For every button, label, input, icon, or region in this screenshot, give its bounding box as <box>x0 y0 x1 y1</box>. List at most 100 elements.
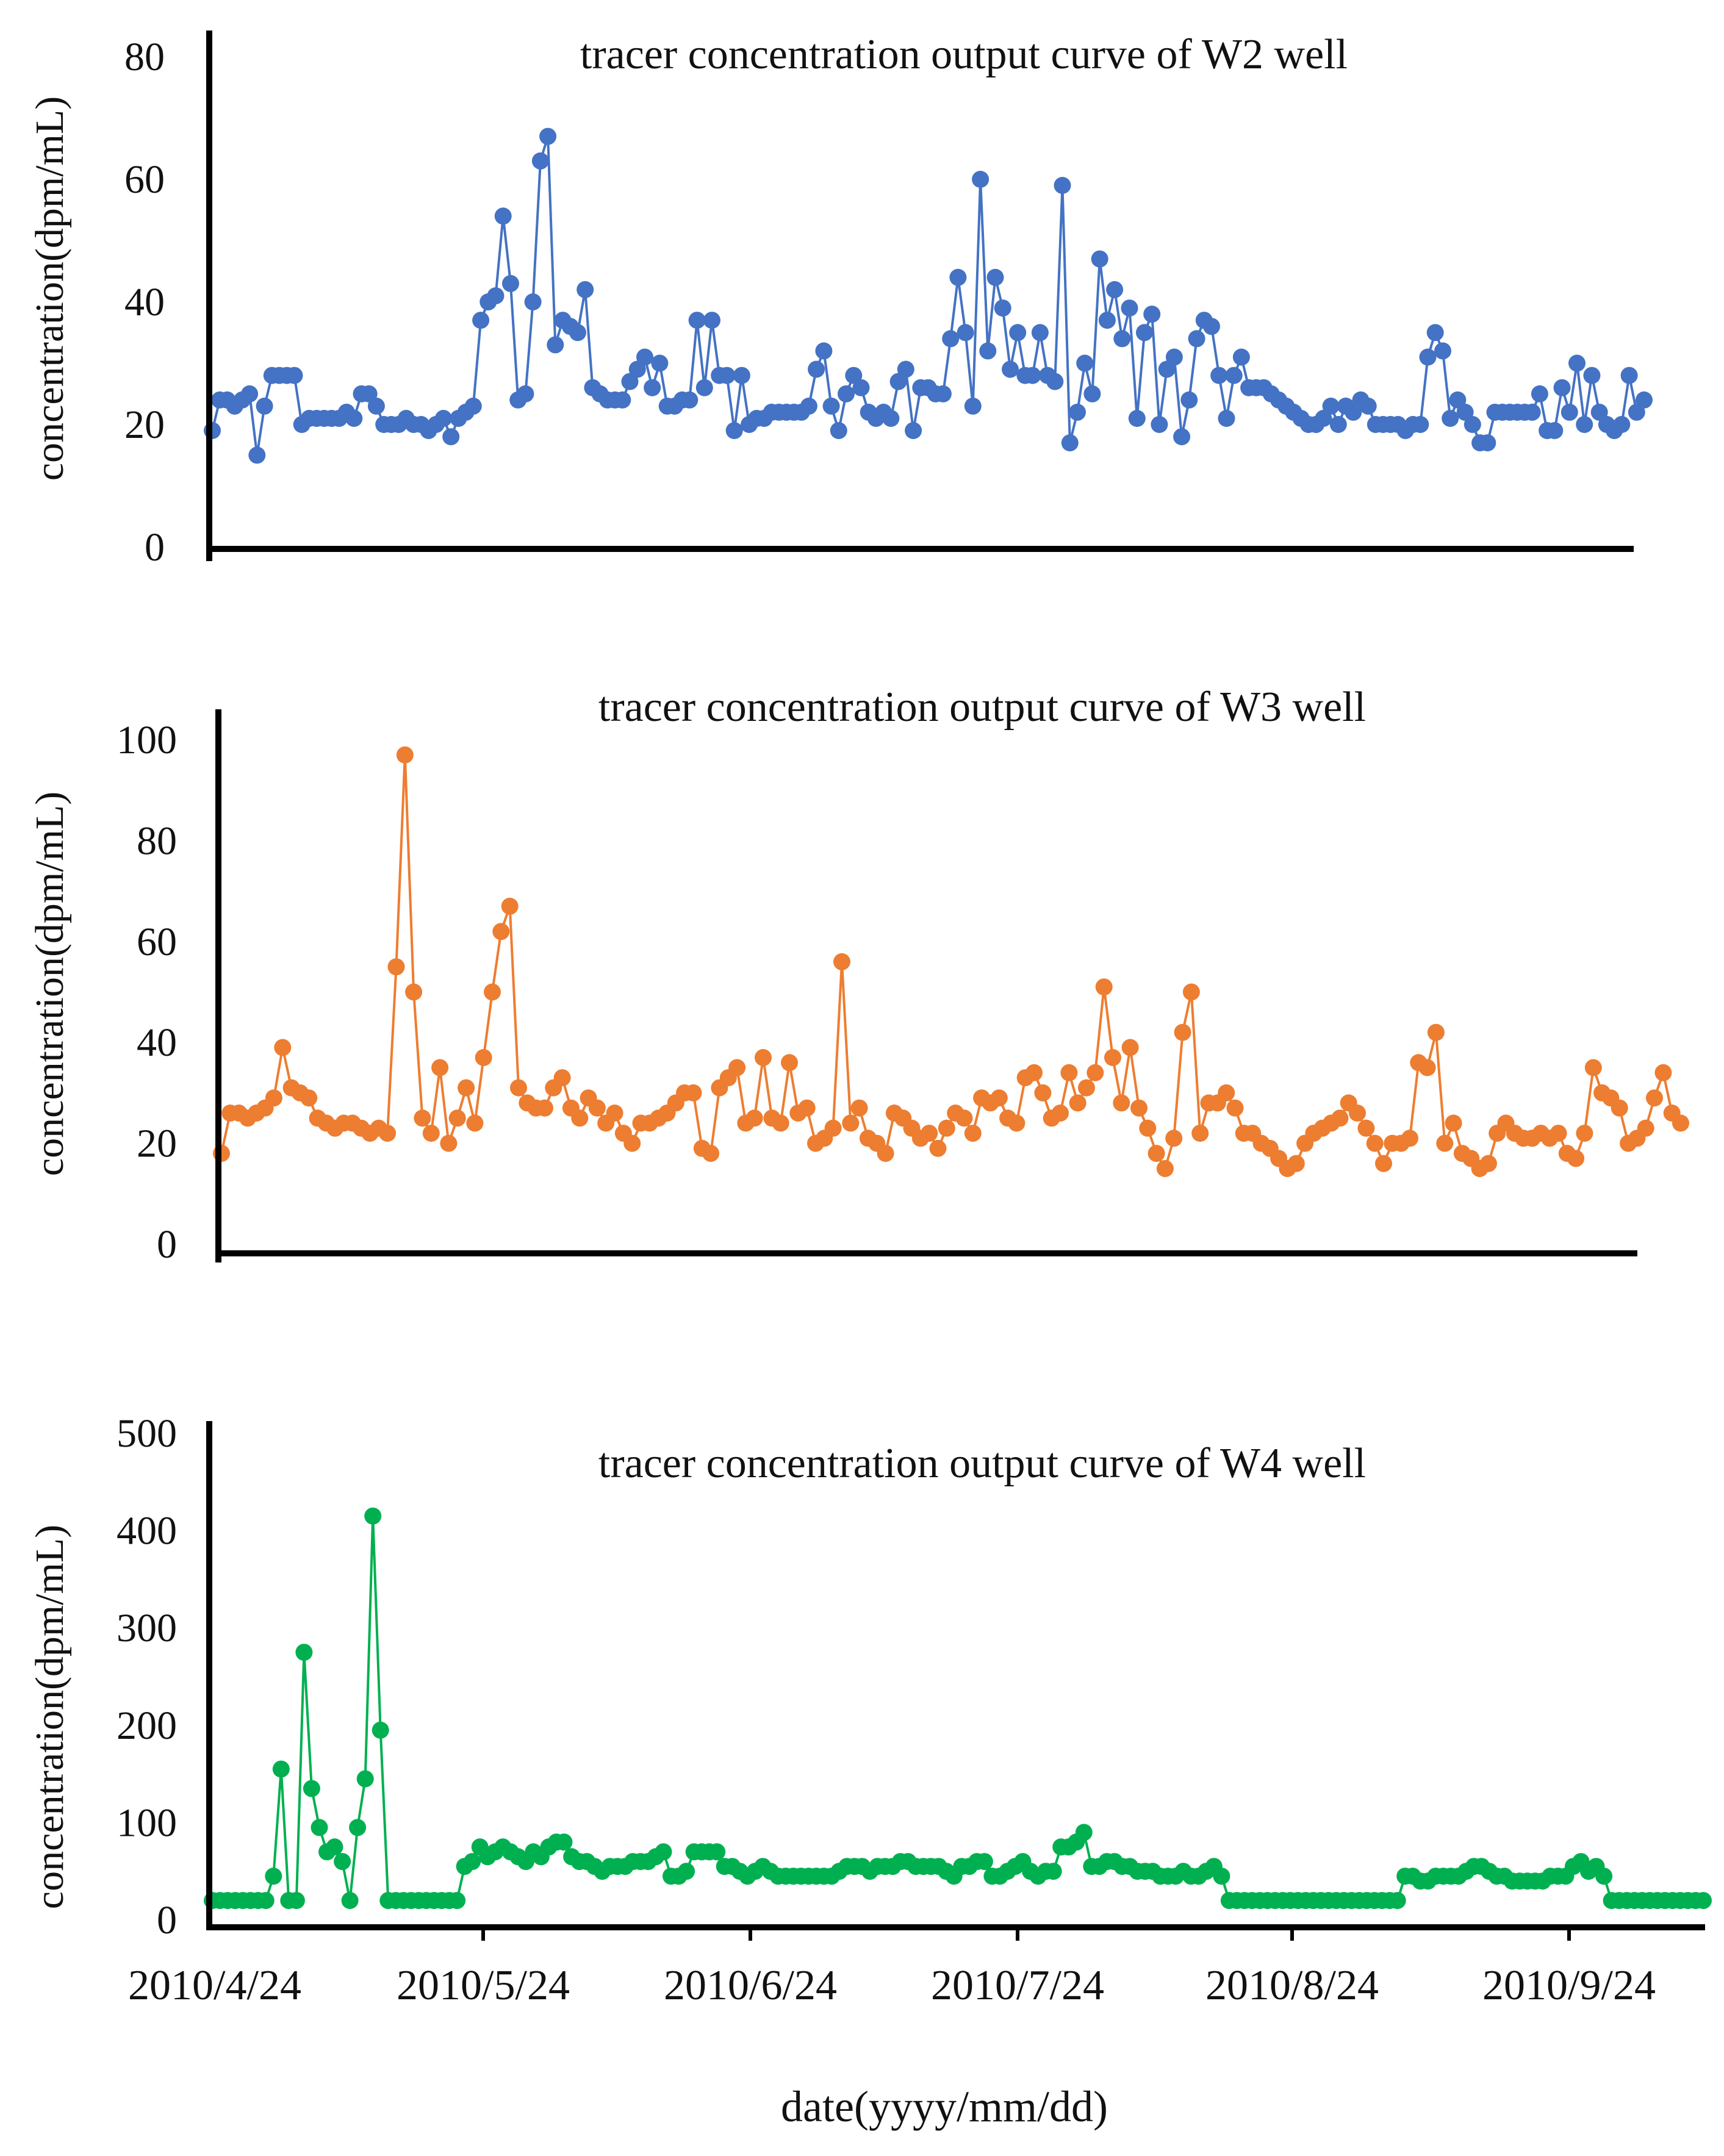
data-point-w2 <box>636 348 653 366</box>
series-line-w2 <box>211 135 1645 457</box>
data-point-w3 <box>921 1125 938 1142</box>
data-point-w2 <box>1434 342 1451 360</box>
data-point-w3 <box>536 1099 553 1117</box>
data-point-w3 <box>781 1054 798 1072</box>
data-point-w2 <box>897 360 914 378</box>
data-point-w4 <box>1075 1824 1093 1841</box>
data-point-w2 <box>1419 348 1437 366</box>
data-point-w2 <box>838 385 855 403</box>
data-point-w2 <box>830 422 847 439</box>
data-point-w3 <box>1156 1160 1174 1177</box>
data-point-w2 <box>1636 391 1653 409</box>
data-point-w2 <box>1106 281 1124 298</box>
data-point-w4 <box>356 1770 374 1788</box>
series-line-w4 <box>212 1514 1703 1902</box>
data-point-w2 <box>1456 403 1474 421</box>
data-point-w2 <box>1322 397 1340 415</box>
data-point-w3 <box>448 1109 466 1127</box>
data-point-w3 <box>772 1114 789 1132</box>
data-point-w2 <box>882 410 900 427</box>
data-point-w2 <box>1203 318 1220 335</box>
series-w2 <box>204 127 1653 464</box>
x-ticks: 2010/4/24 2010/5/24 2010/6/24 2010/7/24 2010… <box>128 1927 1656 2009</box>
data-point-w2 <box>241 385 259 403</box>
data-point-w2 <box>1232 348 1250 366</box>
data-point-w3 <box>440 1134 458 1152</box>
data-point-w3 <box>929 1139 947 1157</box>
data-point-w3 <box>484 983 501 1001</box>
data-point-w2 <box>367 397 385 415</box>
data-point-w2 <box>1329 416 1347 433</box>
data-point-w2 <box>1225 367 1243 384</box>
chart-title-w3: tracer concentration output curve of W3 … <box>598 684 1366 731</box>
data-point-w3 <box>798 1099 816 1117</box>
data-point-w2 <box>986 268 1004 286</box>
data-point-w2 <box>1165 348 1183 366</box>
data-point-w3 <box>1576 1125 1593 1142</box>
x-tick-label: 2010/9/24 <box>1482 1962 1656 2009</box>
data-point-w3 <box>877 1145 894 1162</box>
data-point-w2 <box>1128 410 1146 427</box>
data-point-w3 <box>1113 1094 1130 1112</box>
data-point-w2 <box>979 342 997 360</box>
data-point-w4 <box>655 1843 672 1861</box>
data-point-w2 <box>1061 434 1079 452</box>
data-point-w4 <box>341 1892 359 1910</box>
data-point-w3 <box>1637 1119 1654 1137</box>
y-tick-label-w2-0: 0 <box>145 525 165 570</box>
data-point-w3 <box>964 1125 982 1142</box>
y-axis-label-w2: concentration(dpm/mL) <box>27 96 72 481</box>
data-point-w2 <box>1613 416 1631 433</box>
data-point-w2 <box>1449 391 1467 409</box>
data-point-w2 <box>1583 367 1601 384</box>
data-point-w3 <box>833 953 850 970</box>
data-point-w2 <box>949 268 967 286</box>
data-point-w3 <box>1095 978 1113 996</box>
data-point-w4 <box>257 1892 275 1910</box>
data-point-w2 <box>972 171 990 188</box>
data-point-w2 <box>487 287 505 304</box>
data-point-w4 <box>272 1760 290 1778</box>
chart-panel-w2: tracer concentration output curve of W2 … <box>27 30 1653 570</box>
y-tick-label-w4-300: 300 <box>117 1606 177 1650</box>
data-point-w2 <box>1359 397 1377 415</box>
data-point-w2 <box>621 373 639 390</box>
data-point-w4 <box>265 1868 282 1885</box>
data-point-w2 <box>822 397 840 415</box>
data-point-w2 <box>725 422 743 439</box>
data-point-w2 <box>494 207 512 225</box>
data-point-w2 <box>1046 373 1064 390</box>
data-point-w2 <box>1218 410 1235 427</box>
data-point-w3 <box>274 1039 292 1056</box>
data-point-w3 <box>1182 983 1200 1001</box>
data-point-w2 <box>703 312 720 329</box>
data-point-w4 <box>311 1819 328 1836</box>
data-point-w2 <box>1479 434 1496 452</box>
data-point-w3 <box>1139 1119 1157 1137</box>
y-axis-label-w3: concentration(dpm/mL) <box>27 792 72 1176</box>
data-point-w2 <box>472 312 490 329</box>
data-point-w3 <box>824 1119 842 1137</box>
data-point-w3 <box>458 1079 475 1097</box>
data-point-w3 <box>1366 1134 1384 1152</box>
data-point-w2 <box>852 379 870 396</box>
data-point-w2 <box>1576 416 1593 433</box>
data-point-w3 <box>265 1089 282 1107</box>
data-point-w2 <box>1628 403 1645 421</box>
data-point-w2 <box>1076 354 1094 372</box>
data-point-w3 <box>1008 1114 1025 1132</box>
data-point-w2 <box>531 152 549 170</box>
data-point-w2 <box>957 324 974 342</box>
series-w4 <box>204 1507 1712 1910</box>
chart-title-w2: tracer concentration output curve of W2 … <box>580 31 1348 78</box>
data-point-w2 <box>1188 330 1205 348</box>
data-point-w3 <box>1349 1105 1366 1122</box>
data-point-w3 <box>1148 1145 1165 1162</box>
data-point-w3 <box>1672 1114 1689 1132</box>
data-point-w2 <box>964 397 982 415</box>
x-tick-label: 2010/8/24 <box>1205 1962 1379 2009</box>
data-point-w4 <box>364 1507 382 1525</box>
data-point-w3 <box>571 1109 589 1127</box>
series-w3 <box>213 746 1689 1177</box>
data-point-w2 <box>1553 379 1571 396</box>
